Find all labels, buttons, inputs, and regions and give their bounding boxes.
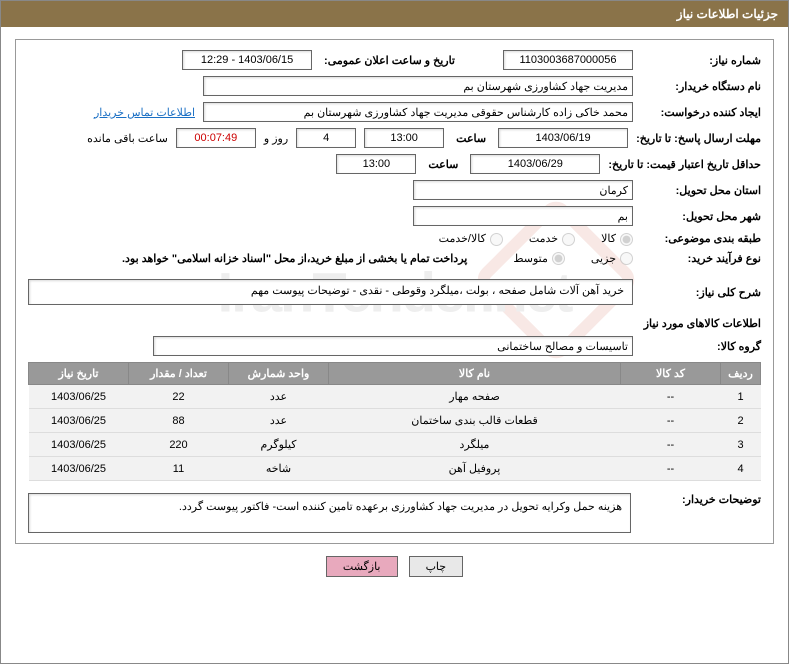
cell-row: 1 — [721, 385, 761, 409]
cell-name: قطعات قالب بندی ساختمان — [329, 409, 621, 433]
days-left — [296, 128, 356, 148]
buyer-notes-box: هزینه حمل وکرایه تحویل در مدیریت جهاد کش… — [28, 493, 631, 533]
cell-row: 3 — [721, 433, 761, 457]
payment-note: پرداخت تمام یا بخشی از مبلغ خرید،از محل … — [122, 252, 467, 265]
announce-input — [182, 50, 312, 70]
cell-code: -- — [621, 385, 721, 409]
cell-unit: شاخه — [229, 457, 329, 481]
cell-qty: 11 — [129, 457, 229, 481]
city-input — [413, 206, 633, 226]
summary-box: خرید آهن آلات شامل صفحه ، بولت ،میلگرد و… — [28, 279, 633, 305]
proc-medium[interactable]: متوسط — [513, 252, 565, 266]
req-no-input — [503, 50, 633, 70]
cat-service[interactable]: خدمت — [529, 232, 575, 246]
table-row: 4--پروفیل آهنشاخه111403/06/25 — [29, 457, 761, 481]
cat-goods[interactable]: کالا — [601, 232, 633, 246]
print-button[interactable]: چاپ — [409, 556, 464, 577]
cell-qty: 88 — [129, 409, 229, 433]
group-input — [153, 336, 633, 356]
cell-unit: عدد — [229, 409, 329, 433]
cell-qty: 22 — [129, 385, 229, 409]
time-label-1: ساعت — [456, 132, 486, 145]
remain-label: ساعت باقی مانده — [87, 132, 168, 145]
province-label: استان محل تحویل: — [641, 184, 761, 197]
back-button[interactable]: بازگشت — [326, 556, 398, 577]
requester-label: ایجاد کننده درخواست: — [641, 106, 761, 119]
table-row: 1--صفحه مهارعدد221403/06/25 — [29, 385, 761, 409]
cell-name: میلگرد — [329, 433, 621, 457]
th-name: نام کالا — [329, 363, 621, 385]
days-label: روز و — [264, 132, 288, 145]
group-label: گروه کالا: — [641, 340, 761, 353]
deadline-label: مهلت ارسال پاسخ: تا تاریخ: — [636, 132, 761, 145]
cell-row: 2 — [721, 409, 761, 433]
cell-code: -- — [621, 457, 721, 481]
category-label: طبقه بندی موضوعی: — [641, 232, 761, 245]
cell-code: -- — [621, 433, 721, 457]
cell-date: 1403/06/25 — [29, 409, 129, 433]
city-label: شهر محل تحویل: — [641, 210, 761, 223]
deadline-time — [364, 128, 444, 148]
buyer-org-label: نام دستگاه خریدار: — [641, 80, 761, 93]
th-date: تاریخ نیاز — [29, 363, 129, 385]
th-unit: واحد شمارش — [229, 363, 329, 385]
cell-qty: 220 — [129, 433, 229, 457]
cell-unit: عدد — [229, 385, 329, 409]
requester-input — [203, 102, 633, 122]
cat-both[interactable]: کالا/خدمت — [439, 232, 503, 246]
validity-date — [470, 154, 600, 174]
cell-date: 1403/06/25 — [29, 433, 129, 457]
cell-unit: کیلوگرم — [229, 433, 329, 457]
summary-label: شرح کلی نیاز: — [641, 286, 761, 299]
cell-date: 1403/06/25 — [29, 385, 129, 409]
process-label: نوع فرآیند خرید: — [641, 252, 761, 265]
buyer-org-input — [203, 76, 633, 96]
buyer-notes-label: توضیحات خریدار: — [641, 493, 761, 506]
cell-name: پروفیل آهن — [329, 457, 621, 481]
proc-minor[interactable]: جزیی — [591, 252, 633, 266]
validity-time — [336, 154, 416, 174]
panel-header: جزئیات اطلاعات نیاز — [1, 1, 788, 27]
req-no-label: شماره نیاز: — [641, 54, 761, 67]
contact-link[interactable]: اطلاعات تماس خریدار — [94, 106, 195, 119]
th-row: ردیف — [721, 363, 761, 385]
deadline-date — [498, 128, 628, 148]
cell-code: -- — [621, 409, 721, 433]
cell-date: 1403/06/25 — [29, 457, 129, 481]
time-label-2: ساعت — [428, 158, 458, 171]
countdown — [176, 128, 256, 148]
cell-name: صفحه مهار — [329, 385, 621, 409]
province-input — [413, 180, 633, 200]
table-row: 3--میلگردکیلوگرم2201403/06/25 — [29, 433, 761, 457]
goods-section-title: اطلاعات کالاهای مورد نیاز — [28, 317, 761, 330]
announce-label: تاریخ و ساعت اعلان عمومی: — [324, 54, 455, 67]
th-code: کد کالا — [621, 363, 721, 385]
goods-table: ردیف کد کالا نام کالا واحد شمارش تعداد /… — [28, 362, 761, 481]
table-row: 2--قطعات قالب بندی ساختمانعدد881403/06/2… — [29, 409, 761, 433]
validity-label: حداقل تاریخ اعتبار قیمت: تا تاریخ: — [608, 158, 761, 171]
cell-row: 4 — [721, 457, 761, 481]
th-qty: تعداد / مقدار — [129, 363, 229, 385]
